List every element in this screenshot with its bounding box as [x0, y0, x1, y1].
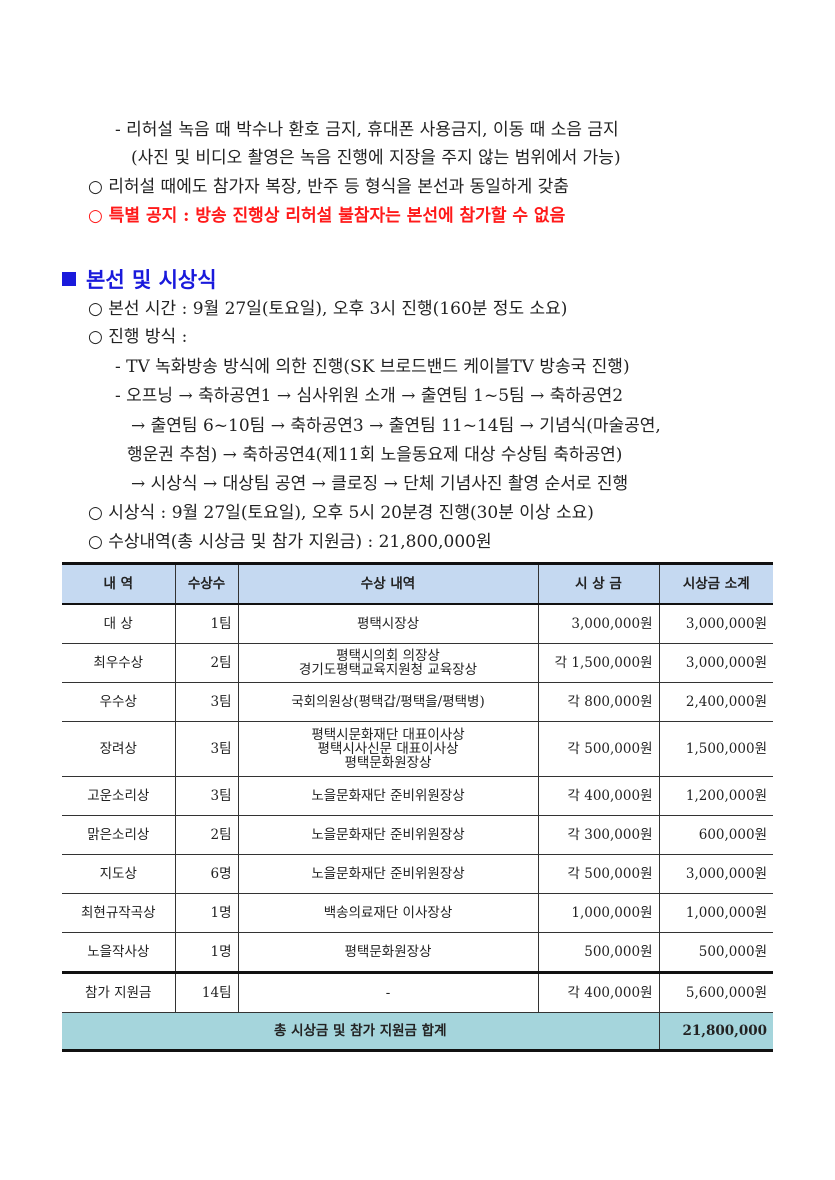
rehearsal-rule-note: (사진 및 비디오 촬영은 녹음 진행에 지장을 주지 않는 범위에서 가능)	[131, 148, 621, 168]
award-subtotal: 1,500,000원	[658, 721, 773, 777]
final-time: ○ 본선 시간 : 9월 27일(토요일), 오후 3시 진행(160분 정도 …	[88, 299, 568, 319]
column-header: 시 상 금	[537, 562, 660, 605]
total-value: 21,800,000	[658, 1012, 773, 1052]
award-subtotal: 1,000,000원	[658, 893, 773, 933]
section-heading: 본선 및 시상식	[62, 264, 217, 294]
award-detail: 노을문화재단 준비위원장상	[237, 815, 539, 855]
table-row: 대 상 1팀 평택시장상 3,000,000원 3,000,000원	[62, 603, 773, 644]
award-name: 노을작사상	[62, 932, 176, 974]
award-count: 3팀	[174, 721, 239, 777]
award-subtotal: 3,000,000원	[658, 854, 773, 894]
table-row: 맑은소리상 2팀 노을문화재단 준비위원장상 각 300,000원 600,000원	[62, 815, 773, 855]
table-row: 장려상 3팀 평택시문화재단 대표이사상 평택시사신문 대표이사상 평택문화원장상 각 5…	[62, 721, 773, 777]
award-detail: 평택시의회 의장상 경기도평택교육지원청 교육장상	[237, 643, 539, 683]
table-row: 고운소리상 3팀 노을문화재단 준비위원장상 각 400,000원 1,200,000원	[62, 776, 773, 816]
prize-table: 내 역 수상수 수상 내역 시 상 금 시상금 소계 대 상 1팀 평택시장상 3,0…	[62, 562, 773, 1052]
award-detail: 평택시문화재단 대표이사상 평택시사신문 대표이사상 평택문화원장상	[237, 721, 539, 777]
table-row: 노을작사상 1명 평택문화원장상 500,000원 500,000원	[62, 932, 773, 974]
ceremony-time: ○ 시상식 : 9월 27일(토요일), 오후 5시 20분경 진행(30분 이…	[88, 503, 594, 523]
award-prize: 3,000,000원	[537, 603, 660, 644]
column-header: 수상 내역	[237, 562, 539, 605]
award-name: 참가 지원금	[62, 972, 176, 1013]
award-count: 3팀	[174, 682, 239, 722]
award-count: 2팀	[174, 643, 239, 683]
award-count: 2팀	[174, 815, 239, 855]
section-heading-text: 본선 및 시상식	[86, 267, 217, 292]
award-name: 장려상	[62, 721, 176, 777]
table-row: 최우수상 2팀 평택시의회 의장상 경기도평택교육지원청 교육장상 각 1,500,00…	[62, 643, 773, 683]
award-count: 1명	[174, 893, 239, 933]
award-detail: 백송의료재단 이사장상	[237, 893, 539, 933]
total-row: 총 시상금 및 참가 지원금 합계 21,800,000	[62, 1012, 773, 1052]
award-detail: -	[237, 972, 539, 1013]
award-prize: 각 500,000원	[537, 854, 660, 894]
award-subtotal: 600,000원	[658, 815, 773, 855]
award-detail: 국회의원상(평택갑/평택을/평택병)	[237, 682, 539, 722]
table-row: 우수상 3팀 국회의원상(평택갑/평택을/평택병) 각 800,000원 2,400,0…	[62, 682, 773, 722]
award-prize: 각 300,000원	[537, 815, 660, 855]
table-header: 내 역 수상수 수상 내역 시 상 금 시상금 소계	[62, 562, 773, 605]
award-name: 지도상	[62, 854, 176, 894]
award-detail: 평택문화원장상	[237, 932, 539, 974]
procedure-broadcast: - TV 녹화방송 방식에 의한 진행(SK 브로드밴드 케이블TV 방송국 진…	[115, 357, 630, 377]
award-subtotal: 5,600,000원	[658, 972, 773, 1013]
award-count: 1팀	[174, 603, 239, 644]
award-subtotal: 1,200,000원	[658, 776, 773, 816]
award-name: 고운소리상	[62, 776, 176, 816]
award-detail: 노을문화재단 준비위원장상	[237, 854, 539, 894]
table-row: 최현규작곡상 1명 백송의료재단 이사장상 1,000,000원 1,000,000원	[62, 893, 773, 933]
special-notice: ○ 특별 공지 : 방송 진행상 리허설 불참자는 본선에 참가할 수 없음	[88, 206, 566, 226]
award-prize: 각 1,500,000원	[537, 643, 660, 683]
award-subtotal: 500,000원	[658, 932, 773, 974]
award-count: 6명	[174, 854, 239, 894]
procedure-label: ○ 진행 방식 :	[88, 327, 188, 347]
procedure-order-3: 행운권 추첨) → 축하공연4(제11회 노을동요제 대상 수상팀 축하공연)	[127, 445, 623, 465]
column-header: 시상금 소계	[658, 562, 773, 605]
total-label: 총 시상금 및 참가 지원금 합계	[62, 1012, 660, 1052]
award-name: 최우수상	[62, 643, 176, 683]
table-row: 참가 지원금 14팀 - 각 400,000원 5,600,000원	[62, 972, 773, 1013]
procedure-order-1: - 오프닝 → 축하공연1 → 심사위원 소개 → 출연팀 1~5팀 → 축하공…	[115, 386, 624, 406]
award-prize: 각 800,000원	[537, 682, 660, 722]
rehearsal-dress-rule: ○ 리허설 때에도 참가자 복장, 반주 등 형식을 본선과 동일하게 갖춤	[88, 177, 569, 197]
award-detail: 평택시장상	[237, 603, 539, 644]
award-prize: 각 400,000원	[537, 776, 660, 816]
table-row: 지도상 6명 노을문화재단 준비위원장상 각 500,000원 3,000,000원	[62, 854, 773, 894]
prize-summary: ○ 수상내역(총 시상금 및 참가 지원금) : 21,800,000원	[88, 532, 492, 552]
column-header: 내 역	[62, 562, 176, 605]
award-name: 우수상	[62, 682, 176, 722]
award-subtotal: 3,000,000원	[658, 643, 773, 683]
award-name: 최현규작곡상	[62, 893, 176, 933]
award-name: 맑은소리상	[62, 815, 176, 855]
award-detail: 노을문화재단 준비위원장상	[237, 776, 539, 816]
award-count: 1명	[174, 932, 239, 974]
award-count: 14팀	[174, 972, 239, 1013]
award-prize: 1,000,000원	[537, 893, 660, 933]
award-count: 3팀	[174, 776, 239, 816]
award-name: 대 상	[62, 603, 176, 644]
award-subtotal: 3,000,000원	[658, 603, 773, 644]
award-prize: 각 400,000원	[537, 972, 660, 1013]
procedure-order-4: → 시상식 → 대상팀 공연 → 클로징 → 단체 기념사진 촬영 순서로 진행	[131, 474, 629, 494]
rehearsal-rule: - 리허설 녹음 때 박수나 환호 금지, 휴대폰 사용금지, 이동 때 소음 …	[115, 120, 619, 140]
award-prize: 500,000원	[537, 932, 660, 974]
award-subtotal: 2,400,000원	[658, 682, 773, 722]
procedure-order-2: → 출연팀 6~10팀 → 축하공연3 → 출연팀 11~14팀 → 기념식(마…	[131, 416, 661, 436]
square-bullet-icon	[62, 272, 76, 286]
award-prize: 각 500,000원	[537, 721, 660, 777]
column-header: 수상수	[174, 562, 239, 605]
